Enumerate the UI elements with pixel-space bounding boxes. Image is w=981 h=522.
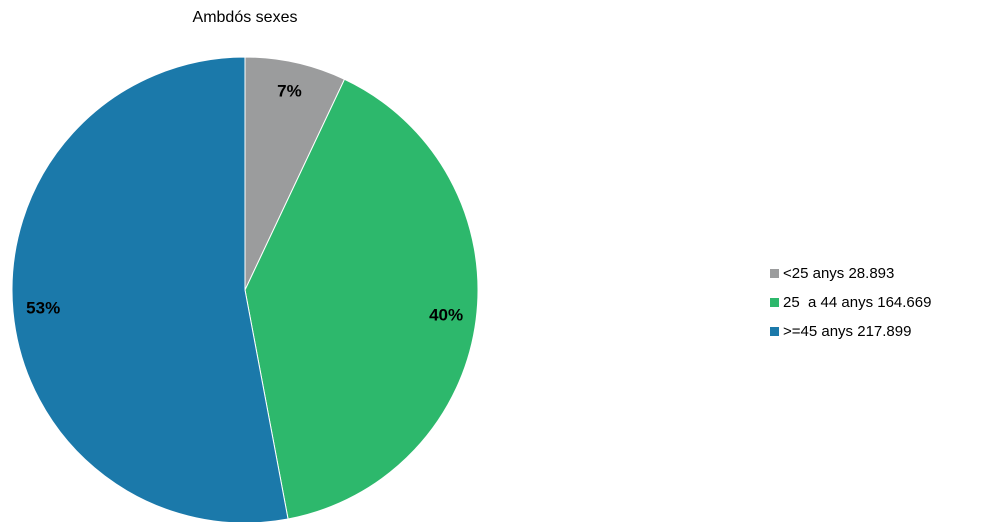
legend-label: 25 a 44 anys 164.669 — [783, 293, 932, 311]
pie-slice-2 — [11, 56, 289, 522]
legend-swatch — [770, 297, 779, 307]
legend-item: 25 a 44 anys 164.669 — [770, 293, 931, 311]
slice-percent-label: 40% — [429, 305, 463, 324]
legend-item: >=45 anys 217.899 — [770, 322, 931, 340]
legend-label: <25 anys 28.893 — [783, 264, 895, 282]
chart-legend: <25 anys 28.893 25 a 44 anys 164.669 >=45 … — [770, 264, 931, 351]
chart-title: Ambdós sexes — [192, 9, 298, 26]
legend-swatch — [770, 326, 779, 336]
legend-item: <25 anys 28.893 — [770, 264, 931, 282]
legend-label: >=45 anys 217.899 — [783, 322, 912, 340]
pie-slice-0 — [244, 56, 346, 291]
slice-percent-label: 53% — [26, 298, 60, 317]
legend-swatch — [770, 268, 779, 278]
pie-slice-1 — [244, 78, 479, 520]
slice-percent-label: 7% — [277, 82, 302, 101]
